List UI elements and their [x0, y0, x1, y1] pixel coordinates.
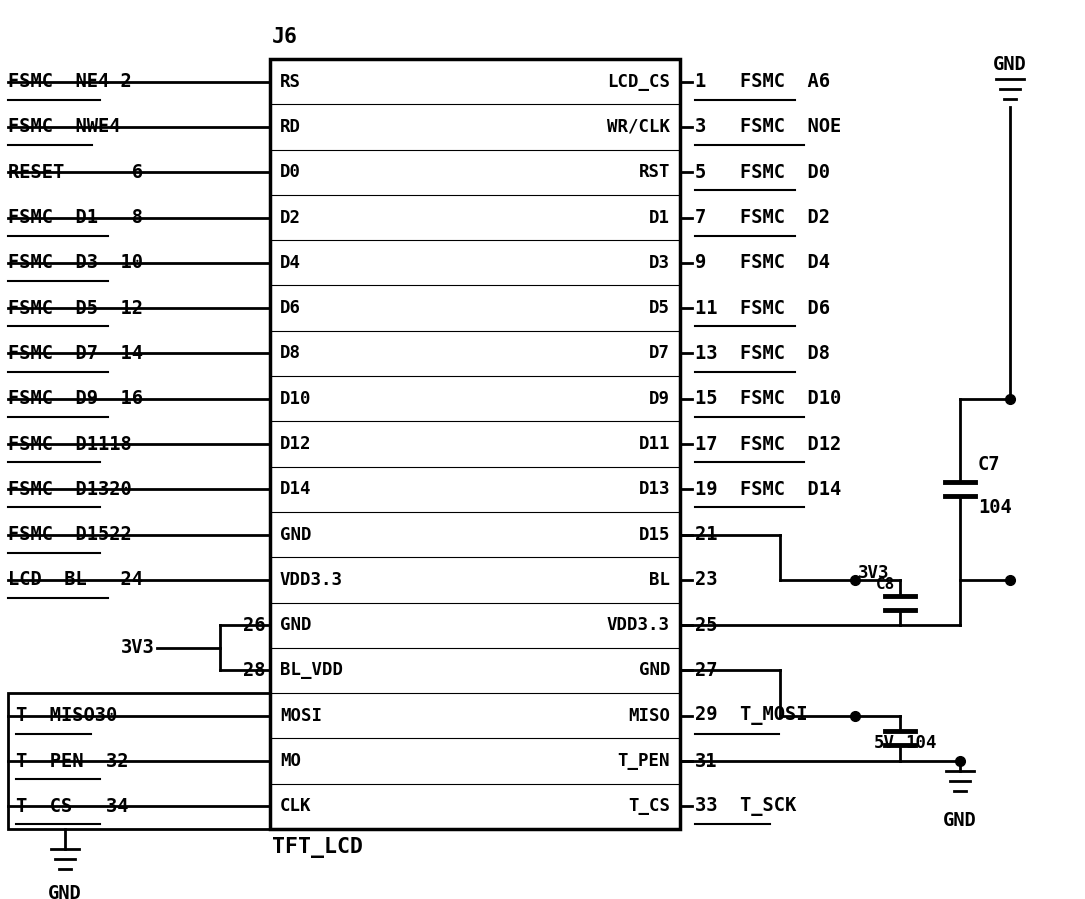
Text: TFT_LCD: TFT_LCD: [272, 837, 363, 858]
Text: D5: D5: [649, 299, 671, 317]
Text: GND: GND: [280, 616, 311, 634]
Text: D3: D3: [649, 254, 671, 271]
Text: 3V3: 3V3: [858, 564, 890, 582]
Text: RS: RS: [280, 73, 301, 91]
Text: D15: D15: [638, 526, 671, 544]
Text: GND: GND: [280, 526, 311, 544]
Text: 1   FSMC  A6: 1 FSMC A6: [695, 72, 830, 91]
Text: J6: J6: [272, 27, 298, 47]
Text: FSMC  D5  12: FSMC D5 12: [8, 298, 143, 317]
Bar: [8, 693, 270, 829]
Text: FSMC  D1522: FSMC D1522: [8, 525, 131, 544]
Text: BL: BL: [649, 571, 671, 589]
Text: 5V: 5V: [875, 734, 895, 752]
Text: D11: D11: [638, 435, 671, 453]
Text: 11  FSMC  D6: 11 FSMC D6: [695, 298, 830, 317]
Text: T  PEN  32: T PEN 32: [16, 752, 128, 770]
Text: 7   FSMC  D2: 7 FSMC D2: [695, 208, 830, 227]
Text: 3V3: 3V3: [122, 638, 155, 657]
Text: D1: D1: [649, 209, 671, 227]
Text: T  MISO30: T MISO30: [16, 707, 117, 725]
Text: 28: 28: [243, 661, 265, 680]
Text: 23: 23: [695, 570, 717, 590]
Text: GND: GND: [993, 55, 1026, 74]
Text: FSMC  D1118: FSMC D1118: [8, 434, 131, 453]
Text: 33  T_SCK: 33 T_SCK: [695, 797, 796, 816]
Text: 25: 25: [695, 616, 717, 635]
Text: 104: 104: [978, 498, 1011, 517]
Text: GND: GND: [638, 662, 671, 680]
Bar: [270, 59, 680, 829]
Text: 3   FSMC  NOE: 3 FSMC NOE: [695, 118, 841, 137]
Text: MO: MO: [280, 752, 301, 770]
Text: T_CS: T_CS: [628, 797, 671, 815]
Text: LCD  BL   24: LCD BL 24: [8, 570, 143, 590]
Text: 29  T_MOSI: 29 T_MOSI: [695, 707, 807, 725]
Text: D2: D2: [280, 209, 301, 227]
Text: FSMC  D1   8: FSMC D1 8: [8, 208, 143, 227]
Text: FSMC  D1320: FSMC D1320: [8, 480, 131, 499]
Text: D13: D13: [638, 480, 671, 498]
Text: FSMC  NE4 2: FSMC NE4 2: [8, 72, 131, 91]
Text: T_PEN: T_PEN: [617, 752, 671, 770]
Text: 9   FSMC  D4: 9 FSMC D4: [695, 254, 830, 272]
Text: D9: D9: [649, 389, 671, 408]
Text: MOSI: MOSI: [280, 707, 322, 725]
Text: D14: D14: [280, 480, 311, 498]
Text: 19  FSMC  D14: 19 FSMC D14: [695, 480, 841, 499]
Text: D0: D0: [280, 164, 301, 182]
Text: C7: C7: [978, 455, 1000, 474]
Text: CLK: CLK: [280, 797, 311, 815]
Text: RESET      6: RESET 6: [8, 163, 143, 182]
Text: RD: RD: [280, 118, 301, 136]
Text: VDD3.3: VDD3.3: [280, 571, 343, 589]
Text: 31: 31: [695, 752, 717, 770]
Text: 27: 27: [695, 661, 717, 680]
Text: D8: D8: [280, 344, 301, 362]
Text: MISO: MISO: [628, 707, 671, 725]
Text: FSMC  D3  10: FSMC D3 10: [8, 254, 143, 272]
Text: LCD_CS: LCD_CS: [607, 73, 671, 91]
Text: D4: D4: [280, 254, 301, 271]
Text: WR/CLK: WR/CLK: [607, 118, 671, 136]
Text: C8: C8: [876, 577, 895, 592]
Text: 21: 21: [695, 525, 717, 544]
Text: BL_VDD: BL_VDD: [280, 662, 343, 680]
Text: D7: D7: [649, 344, 671, 362]
Text: FSMC  D7  14: FSMC D7 14: [8, 344, 143, 363]
Text: FSMC  NWE4: FSMC NWE4: [8, 118, 120, 137]
Text: 5   FSMC  D0: 5 FSMC D0: [695, 163, 830, 182]
Text: GND: GND: [48, 884, 81, 899]
Text: D6: D6: [280, 299, 301, 317]
Text: D12: D12: [280, 435, 311, 453]
Text: D10: D10: [280, 389, 311, 408]
Text: 13  FSMC  D8: 13 FSMC D8: [695, 344, 830, 363]
Text: VDD3.3: VDD3.3: [607, 616, 671, 634]
Text: 17  FSMC  D12: 17 FSMC D12: [695, 434, 841, 453]
Text: 104: 104: [905, 734, 936, 752]
Text: 15  FSMC  D10: 15 FSMC D10: [695, 389, 841, 408]
Text: GND: GND: [943, 811, 976, 830]
Text: FSMC  D9  16: FSMC D9 16: [8, 389, 143, 408]
Text: 26: 26: [243, 616, 265, 635]
Text: RST: RST: [638, 164, 671, 182]
Text: T  CS   34: T CS 34: [16, 797, 128, 816]
